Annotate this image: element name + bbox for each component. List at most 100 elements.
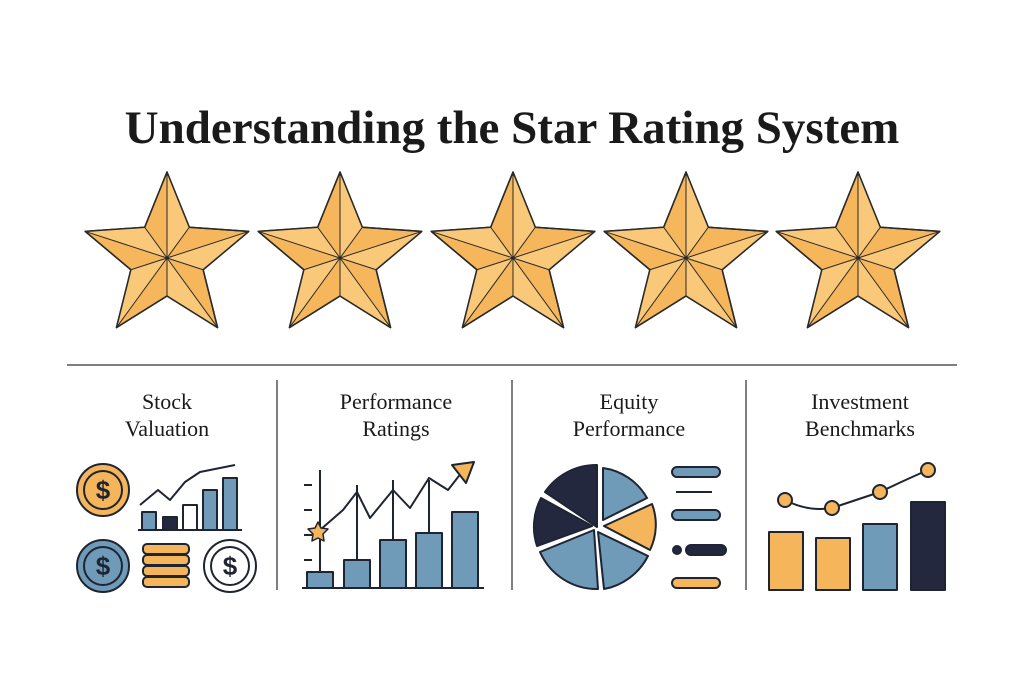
bar [862, 523, 898, 591]
star-edge [512, 257, 550, 271]
star-facet [686, 231, 768, 270]
legend-pill [671, 466, 721, 478]
stock-valuation-icon [76, 463, 257, 593]
trend-line [784, 469, 929, 510]
coin-symbol: $ [96, 551, 111, 581]
point [920, 462, 936, 478]
star-facet [513, 231, 595, 270]
star-edge [303, 257, 341, 271]
star-facet [431, 227, 513, 258]
star-edge [857, 226, 881, 259]
star-outline [84, 171, 250, 329]
star-outline [603, 171, 769, 329]
coin-symbol: $ [223, 551, 238, 581]
star-edge [317, 226, 341, 259]
star-edge [166, 226, 190, 259]
star-edge [166, 230, 249, 259]
legend-pill [685, 544, 727, 556]
star-edge [258, 230, 341, 259]
bar [451, 511, 479, 589]
bar [343, 559, 371, 589]
panel-label: Ratings [362, 416, 429, 441]
star-edge [835, 226, 859, 259]
pie-slice [603, 503, 657, 551]
star-facet [85, 227, 167, 258]
star-edge [512, 226, 536, 259]
bar [768, 531, 804, 591]
coin-rim [210, 546, 250, 586]
panel-label: Equity [600, 389, 659, 414]
star-facet [604, 227, 686, 258]
star-edge [663, 226, 687, 259]
star-facet [776, 227, 858, 258]
star-facet [340, 172, 363, 258]
star-facet [167, 231, 249, 270]
arrow-head [451, 461, 475, 484]
title: Understanding the Star Rating System [125, 102, 900, 154]
star-outline [257, 171, 423, 329]
star-edge [339, 257, 391, 328]
star-outline [775, 171, 941, 329]
legend-pill [671, 577, 721, 589]
star-edge [289, 257, 341, 328]
star-edge [685, 230, 768, 259]
trend-line [139, 464, 236, 506]
star-edge [339, 226, 363, 259]
panel-label: Valuation [125, 416, 209, 441]
pie-slice [597, 531, 649, 590]
coin-rim [83, 546, 123, 586]
star-edge [685, 257, 737, 328]
bar [182, 504, 198, 531]
point [824, 500, 840, 516]
star-edge [604, 230, 687, 259]
star-edge [512, 230, 595, 259]
pie-slice [539, 529, 599, 591]
coin-symbol: $ [96, 475, 111, 505]
star-facet [258, 227, 340, 258]
panel-separators [276, 380, 747, 590]
equity-performance-icon [532, 463, 727, 591]
star-facet [513, 172, 536, 258]
stacked-coin [142, 576, 190, 588]
star-edge [85, 230, 168, 259]
star-edge [512, 257, 564, 328]
small-star [307, 521, 329, 542]
bar [379, 539, 407, 589]
star-edge [130, 257, 168, 271]
point [872, 484, 888, 500]
star-edge [166, 257, 204, 271]
bar [910, 501, 946, 591]
star-edge [776, 230, 859, 259]
coin-stack [142, 543, 190, 588]
investment-benchmarks-icon [768, 462, 946, 591]
panel-label: Performance [340, 389, 452, 414]
star-facet [340, 231, 422, 270]
bar [415, 532, 443, 589]
coin-symbols: $ $ $ [96, 475, 238, 581]
panel-label: Performance [573, 416, 685, 441]
star-outline [430, 171, 596, 329]
performance-ratings-icon [302, 461, 484, 589]
star-edge [144, 226, 168, 259]
stacked-coin [142, 565, 190, 577]
star-edge [649, 257, 687, 271]
stacked-coin [142, 554, 190, 566]
star-edge [635, 257, 687, 328]
bar [222, 477, 238, 531]
star-facet [858, 172, 881, 258]
star-edge [339, 230, 422, 259]
star-facet [167, 172, 190, 258]
star-edge [462, 257, 514, 328]
panel-label: Benchmarks [805, 416, 915, 441]
stacked-coin [142, 543, 190, 555]
bar [815, 537, 851, 591]
pie-slice [532, 497, 593, 547]
star-edge [857, 257, 895, 271]
trend-line [319, 471, 463, 531]
star-edge [857, 230, 940, 259]
star-edge [339, 257, 377, 271]
point [777, 492, 793, 508]
star-edge [490, 226, 514, 259]
star-edge [685, 257, 723, 271]
